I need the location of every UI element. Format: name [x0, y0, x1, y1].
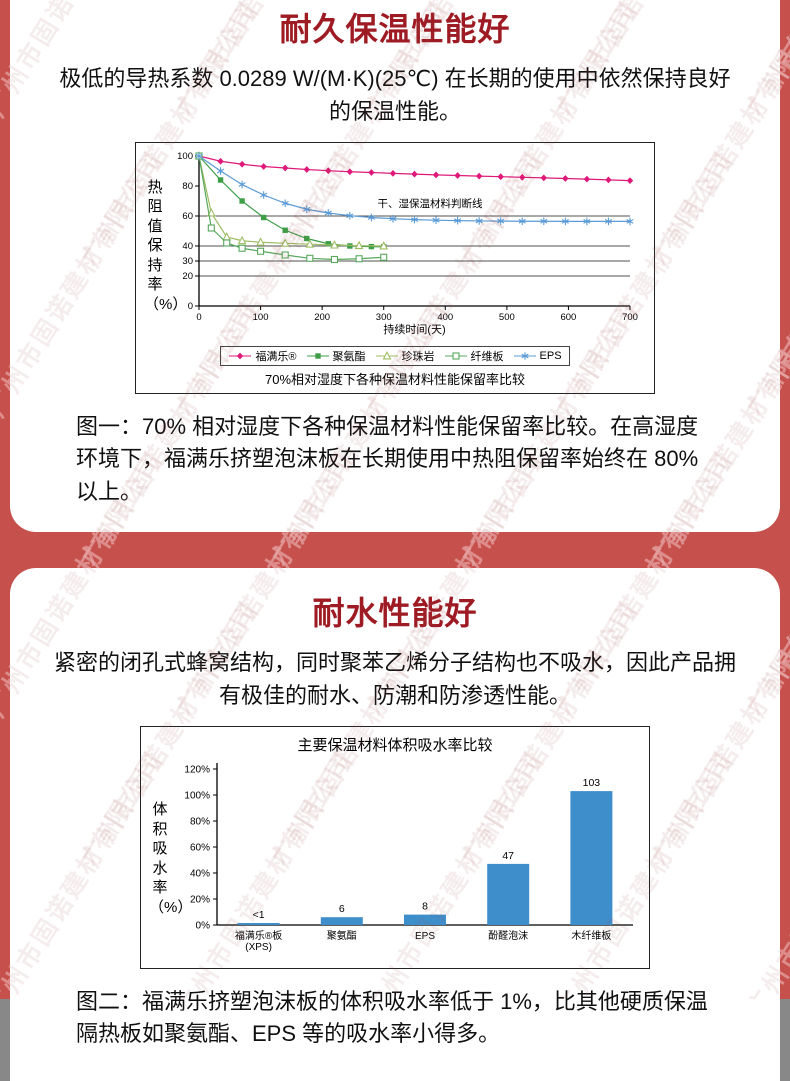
figure1-chart-frame: 热阻值保持率（%） 0 20 30 40 60 80 100 0 100 200 300 400 500… [135, 142, 655, 394]
legend-item: 聚氨酯 [306, 348, 366, 364]
svg-text:0%: 0% [196, 920, 211, 931]
triangle-open-legend-marker-icon [375, 351, 398, 360]
svg-text:400: 400 [437, 312, 453, 323]
legend-item: 纤维板 [444, 348, 504, 364]
svg-text:100: 100 [177, 151, 193, 162]
svg-text:80: 80 [182, 181, 193, 192]
svg-text:0: 0 [188, 301, 193, 312]
svg-text:持续时间(天): 持续时间(天) [383, 322, 445, 336]
svg-text:40%: 40% [190, 868, 210, 879]
legend-label: 纤维板 [470, 351, 504, 363]
svg-text:120%: 120% [184, 764, 210, 775]
svg-text:40: 40 [182, 241, 193, 252]
legend-label: 珍珠岩 [401, 351, 435, 363]
legend-item: 福满乐® [228, 348, 297, 364]
section1-intro: 极低的导热系数 0.0289 W/(M·K)(25℃) 在长期的使用中依然保持良… [59, 66, 731, 124]
svg-text:47: 47 [502, 850, 514, 862]
svg-text:<1: <1 [253, 909, 265, 921]
legend-label: 聚氨酯 [332, 351, 366, 363]
section2-title: 耐水性能好 [312, 594, 478, 631]
legend-label: EPS [539, 350, 562, 362]
svg-text:0: 0 [196, 312, 201, 323]
svg-text:20%: 20% [190, 894, 210, 905]
svg-text:30: 30 [182, 256, 193, 267]
figure1-line-chart: 0 20 30 40 60 80 100 0 100 200 300 400 500 600 700 持续时间… [177, 151, 638, 336]
figure1-plot-row: 热阻值保持率（%） 0 20 30 40 60 80 100 0 100 200 300 400 500… [140, 148, 650, 344]
svg-text:100%: 100% [184, 790, 210, 801]
svg-text:聚氨酯: 聚氨酯 [327, 929, 357, 942]
figure1-y-axis-title: 热阻值保持率（%） [144, 178, 188, 313]
svg-text:EPS: EPS [415, 931, 435, 942]
section-water-resistance: 耐水性能好 紧密的闭孔式蜂窝结构，同时聚苯乙烯分子结构也不吸水，因此产品拥有极佳… [10, 567, 780, 1081]
svg-text:木纤维板: 木纤维板 [571, 929, 611, 942]
svg-text:干、湿保温材料判断线: 干、湿保温材料判断线 [378, 197, 483, 210]
svg-text:酚醛泡沫: 酚醛泡沫 [488, 929, 528, 942]
figure2-bar-chart: 0% 20% 40% 60% 80% 100% 120% <1 福满乐®板(XPS) 6 聚氨酯 8 E… [184, 762, 633, 953]
figure1-caption: 图一：70% 相对湿度下各种保温材料性能保留率比较。在高湿度环境下，福满乐挤塑泡… [76, 414, 699, 504]
section2-intro: 紧密的闭孔式蜂窝结构，同时聚苯乙烯分子结构也不吸水，因此产品拥有极佳的耐水、防潮… [53, 649, 736, 708]
svg-text:20: 20 [182, 271, 193, 282]
figure2-caption: 图二：福满乐挤塑泡沫板的体积吸水率低于 1%，比其他硬质保温隔热板如聚氨酯、EP… [76, 988, 708, 1047]
figure2-plot-row: 体积吸水率（%） 0% 20% 40% 60% 80% 100% 120% <1 福满乐®板 (X… [145, 755, 645, 963]
svg-text:300: 300 [376, 312, 392, 323]
figure2-y-axis-title: 体积吸水率（%） [149, 801, 193, 916]
figure2-title: 主要保温材料体积吸水率比较 [297, 736, 493, 754]
square-open-legend-marker-icon [444, 352, 467, 360]
svg-text:8: 8 [422, 901, 428, 913]
svg-text:(XPS): (XPS) [245, 942, 272, 953]
svg-text:200: 200 [314, 312, 330, 323]
asterisk-legend-marker-icon [513, 352, 536, 360]
svg-text:60: 60 [182, 211, 193, 222]
legend-item: 珍珠岩 [375, 348, 435, 364]
svg-text:700: 700 [622, 312, 638, 323]
figure1-inner-caption: 70%相对湿度下各种保温材料性能保留率比较 [264, 372, 526, 387]
svg-text:500: 500 [499, 312, 515, 323]
figure2-chart-frame: 主要保温材料体积吸水率比较 体积吸水率（%） 0% 20% 40% 60% 80% 100… [140, 725, 650, 969]
svg-text:60%: 60% [190, 842, 210, 853]
svg-text:80%: 80% [190, 816, 210, 827]
svg-text:100: 100 [253, 312, 269, 323]
legend-label: 福满乐® [255, 351, 297, 363]
svg-text:103: 103 [583, 777, 601, 789]
svg-text:600: 600 [560, 312, 576, 323]
section-thermal-durability: 耐久保温性能好 极低的导热系数 0.0289 W/(M·K)(25℃) 在长期的… [10, 0, 780, 532]
section1-title: 耐久保温性能好 [279, 11, 511, 47]
diamond-legend-marker-icon [229, 352, 252, 360]
figure1-legend: 福满乐® 聚氨酯 珍珠岩 纤维板 EPS [220, 346, 570, 366]
figure1-legend-row: 福满乐® 聚氨酯 珍珠岩 纤维板 EPS [140, 346, 650, 366]
svg-text:6: 6 [339, 903, 345, 915]
square-legend-marker-icon [306, 353, 329, 359]
svg-text:福满乐®板: 福满乐®板 [235, 929, 282, 942]
legend-item: EPS [513, 350, 562, 362]
